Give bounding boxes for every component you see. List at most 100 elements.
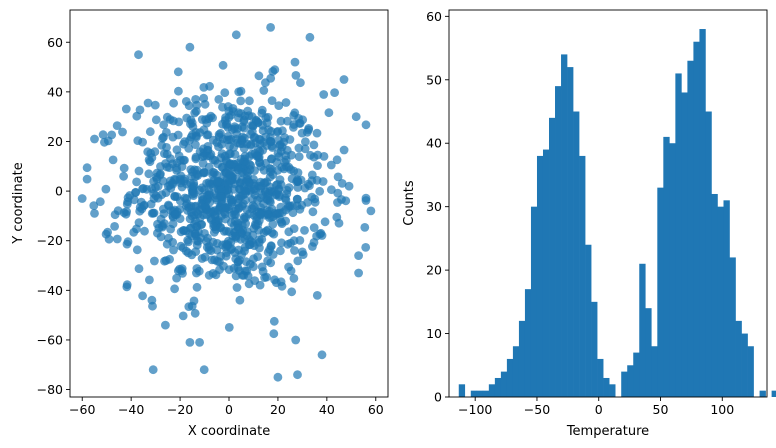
scatter-point <box>245 152 254 161</box>
histogram-x-ticks: −100 −50 0 50 100 <box>458 397 734 417</box>
scatter-point <box>241 219 251 229</box>
scatter-point <box>184 101 194 111</box>
histogram-bar <box>621 371 628 397</box>
scatter-point <box>159 209 169 219</box>
scatter-x-tick-label: 20 <box>270 402 286 417</box>
scatter-point <box>82 163 92 173</box>
scatter-point <box>185 42 195 52</box>
histogram-bar <box>759 390 766 397</box>
scatter-point <box>281 98 291 107</box>
histogram-bar <box>524 289 532 397</box>
histogram-x-tick-label: 100 <box>710 402 734 417</box>
histogram-x-tick-label: −100 <box>458 402 492 417</box>
histogram-x-tick-label: 50 <box>653 402 669 417</box>
scatter-panel: −60 −40 −20 0 20 40 60 −80 −60 −40 −20 0 20 40 60 X c… <box>11 9 389 439</box>
histogram-bar <box>699 29 706 398</box>
histogram-bar <box>747 346 754 397</box>
scatter-point <box>178 311 188 321</box>
scatter-point <box>266 241 276 251</box>
scatter-point <box>319 152 329 161</box>
histogram-bar <box>482 390 490 397</box>
scatter-point <box>337 195 346 204</box>
scatter-point <box>119 171 128 181</box>
scatter-point <box>222 248 232 257</box>
scatter-point <box>291 71 301 80</box>
scatter-point <box>174 86 183 96</box>
scatter-y-tick-label: 60 <box>47 35 63 50</box>
scatter-point <box>179 176 189 186</box>
scatter-point <box>284 183 294 193</box>
scatter-point <box>281 205 291 215</box>
histogram-x-tick-label: −50 <box>524 402 550 417</box>
scatter-point <box>173 67 183 77</box>
scatter-point <box>214 130 224 139</box>
scatter-point <box>297 247 307 257</box>
scatter-point <box>224 180 234 190</box>
scatter-point <box>247 127 257 136</box>
scatter-point <box>273 126 283 136</box>
scatter-point <box>319 90 329 99</box>
scatter-point <box>290 246 299 255</box>
scatter-point <box>145 127 155 137</box>
histogram-y-tick-label: 10 <box>426 326 442 341</box>
histogram-bars <box>458 29 776 398</box>
scatter-point <box>313 161 322 171</box>
histogram-bar <box>567 67 574 397</box>
scatter-point <box>264 125 273 135</box>
scatter-point <box>272 157 282 167</box>
scatter-point <box>133 136 143 146</box>
scatter-point <box>256 210 265 220</box>
scatter-point <box>305 32 315 42</box>
scatter-point <box>186 132 196 142</box>
scatter-x-tick-label: −40 <box>118 402 144 417</box>
scatter-point <box>144 155 154 165</box>
histogram-bar <box>542 149 550 397</box>
scatter-point <box>238 226 248 235</box>
scatter-point <box>140 226 149 236</box>
scatter-point <box>239 117 249 126</box>
scatter-point <box>308 207 318 217</box>
scatter-point <box>161 320 170 330</box>
histogram-bar <box>729 257 736 397</box>
scatter-point <box>330 88 339 97</box>
scatter-point <box>121 104 131 114</box>
scatter-point <box>179 156 188 165</box>
scatter-point <box>178 243 188 253</box>
scatter-point <box>191 140 200 150</box>
scatter-point <box>213 176 222 186</box>
histogram-y-ticks: 0 10 20 30 40 50 60 <box>426 9 449 405</box>
histogram-bar <box>639 263 646 397</box>
scatter-point <box>287 287 297 297</box>
scatter-point <box>151 183 160 192</box>
scatter-point <box>224 149 234 159</box>
scatter-point <box>354 251 363 260</box>
scatter-point <box>230 206 240 216</box>
scatter-point <box>324 108 334 118</box>
scatter-point <box>240 266 250 276</box>
scatter-point <box>312 128 322 138</box>
scatter-point <box>250 276 260 285</box>
scatter-point <box>104 234 114 244</box>
scatter-point <box>177 266 187 276</box>
scatter-y-tick-label: −40 <box>37 283 63 298</box>
scatter-point <box>297 200 307 210</box>
scatter-point <box>366 206 376 216</box>
histogram-bar <box>585 244 592 397</box>
scatter-point <box>339 75 349 84</box>
scatter-point <box>220 203 230 213</box>
scatter-point <box>286 266 296 276</box>
scatter-point <box>274 101 284 110</box>
scatter-point <box>245 96 254 106</box>
scatter-point <box>212 239 222 248</box>
histogram-bar <box>687 60 694 397</box>
scatter-point <box>233 165 243 175</box>
scatter-point <box>193 209 203 219</box>
scatter-point <box>148 365 158 375</box>
scatter-point <box>224 265 234 275</box>
scatter-point <box>90 134 99 144</box>
scatter-point <box>236 96 246 106</box>
scatter-point <box>295 236 305 245</box>
scatter-point <box>245 209 254 219</box>
scatter-point <box>214 95 224 104</box>
histogram-bar <box>735 320 742 397</box>
